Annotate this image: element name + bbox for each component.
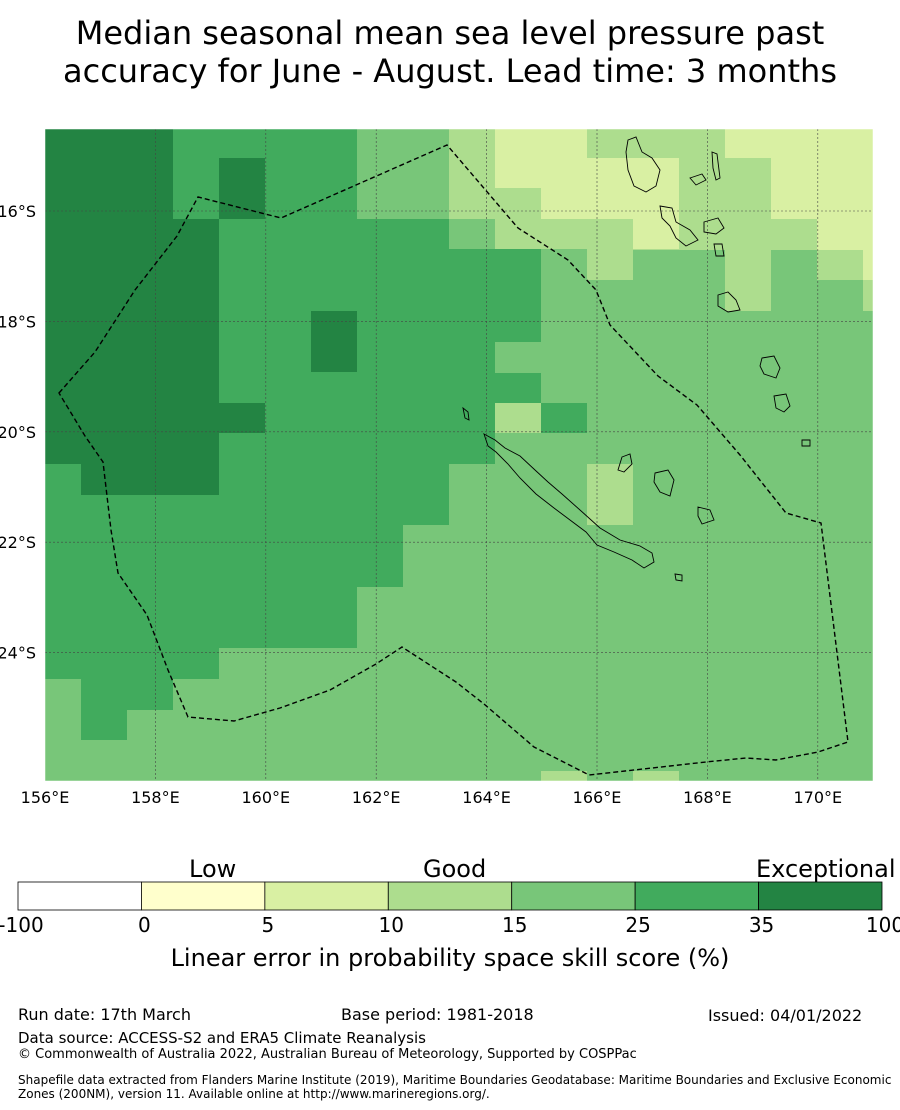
skill-cell-dark [219, 158, 265, 219]
colorbar-segment [634, 881, 759, 911]
island-outline [759, 355, 781, 379]
eez-boundary [58, 144, 849, 776]
island-outline [674, 573, 683, 582]
island-outline [713, 243, 725, 257]
lon-tick-label: 168°E [683, 788, 732, 807]
colorbar-segment [17, 881, 142, 911]
landmasses [462, 136, 811, 582]
lon-tick-label: 162°E [352, 788, 401, 807]
island-outline [703, 217, 725, 235]
colorbar-tick-label: 5 [261, 913, 275, 937]
lat-tick-label: 22°S [0, 533, 36, 552]
island-outline [659, 205, 699, 247]
colorbar-segment [511, 881, 636, 911]
legend-category-good: Good [423, 855, 487, 883]
copyright: © Commonwealth of Australia 2022, Austra… [18, 1047, 637, 1062]
lat-tick-labels: 16°S 18°S 20°S 22°S 24°S [0, 202, 36, 663]
skill-region-35-100 [45, 129, 265, 495]
colorbar-tick-label: 35 [748, 913, 775, 937]
colorbar-tick-label: 100 [865, 913, 900, 937]
data-source: Data source: ACCESS-S2 and ERA5 Climate … [18, 1029, 426, 1047]
legend-category-exceptional: Exceptional [756, 855, 896, 883]
new-caledonia-outline [483, 433, 655, 569]
lat-tick-label: 16°S [0, 202, 36, 221]
lon-tick-label: 160°E [241, 788, 290, 807]
skill-cell-light [541, 771, 587, 781]
legend-category-low: Low [189, 855, 237, 883]
lon-tick-label: 170°E [793, 788, 842, 807]
colorbar-tick-label: 15 [501, 913, 528, 937]
island-outline [697, 506, 715, 525]
skill-grid [45, 129, 873, 781]
island-outline [773, 393, 791, 413]
island-outline [801, 439, 811, 447]
island-outline [717, 291, 741, 313]
lat-tick-label: 18°S [0, 312, 36, 331]
skill-region-5-10-east [725, 129, 873, 280]
island-outline [462, 406, 470, 421]
run-date: Run date: 17th March [18, 1005, 191, 1024]
title-line-1: Median seasonal mean sea level pressure … [75, 14, 825, 52]
title-line-2: accuracy for June - August. Lead time: 3… [63, 52, 837, 90]
colorbar [17, 881, 883, 911]
lat-tick-label: 20°S [0, 423, 36, 442]
colorbar-tick-label: -100 [0, 913, 44, 937]
lon-tick-label: 158°E [131, 788, 180, 807]
island-outline [689, 173, 707, 186]
skill-region-5-10 [495, 129, 679, 249]
island-outline [711, 151, 721, 181]
lon-tick-labels: 156°E 158°E 160°E 162°E 164°E 166°E 168°E 170°E [21, 788, 842, 807]
base-period: Base period: 1981-2018 [341, 1005, 534, 1024]
skill-map: 156°E 158°E 160°E 162°E 164°E 166°E 168°E 170°E… [0, 128, 874, 807]
issued-date: Issued: 04/01/2022 [708, 1006, 863, 1025]
map-title: Median seasonal mean sea level pressure … [0, 14, 900, 90]
lon-tick-label: 164°E [462, 788, 511, 807]
skill-cell-light [633, 771, 679, 781]
skill-cell-dark [311, 311, 357, 372]
colorbar-segment [141, 881, 266, 911]
map-frame [44, 128, 874, 782]
graticule [45, 129, 873, 781]
skill-cell-mid [541, 403, 587, 433]
colorbar-segment [758, 881, 883, 911]
skill-cell-light [495, 403, 541, 433]
colorbar-segment [387, 881, 513, 911]
colorbar-title: Linear error in probability space skill … [170, 944, 730, 972]
lat-tick-label: 24°S [0, 644, 36, 663]
colorbar-tick-label: 0 [138, 913, 151, 937]
lon-tick-label: 166°E [573, 788, 622, 807]
shapefile-credit: Shapefile data extracted from Flanders M… [18, 1073, 892, 1101]
colorbar-segment [264, 881, 389, 911]
skill-cell-light [587, 464, 633, 525]
island-outline [653, 469, 675, 497]
colorbar-tick-label: 25 [625, 913, 651, 937]
lon-tick-label: 156°E [21, 788, 70, 807]
colorbar-tick-label: 10 [378, 913, 405, 937]
vanuatu-north [625, 136, 661, 193]
island-outline [617, 453, 633, 473]
